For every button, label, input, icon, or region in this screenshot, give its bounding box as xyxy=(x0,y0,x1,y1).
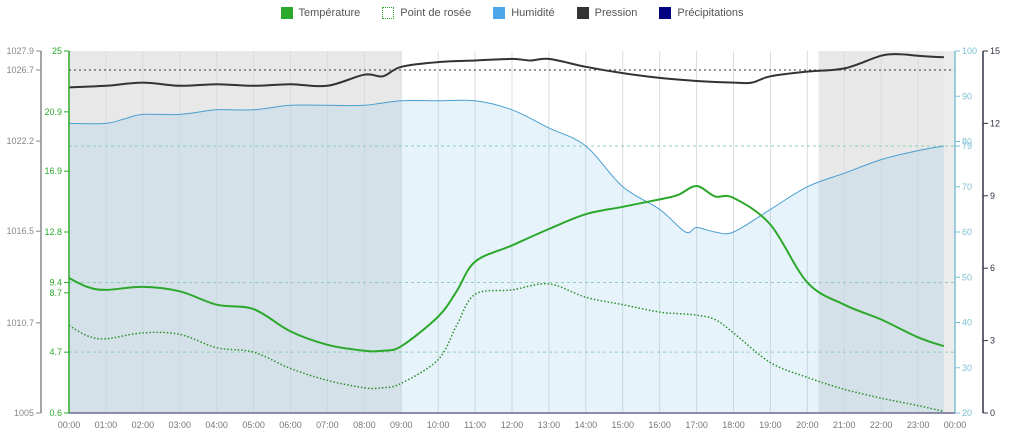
x-tick-label: 00:00 xyxy=(58,420,81,430)
x-tick-label: 09:00 xyxy=(390,420,413,430)
humidity-tick-label: 80 xyxy=(962,137,972,147)
pressure-tick-label: 1027.9 xyxy=(6,46,34,56)
x-tick-label: 19:00 xyxy=(759,420,782,430)
x-tick-label: 16:00 xyxy=(648,420,671,430)
humidity-line xyxy=(68,99,944,235)
x-tick-label: 04:00 xyxy=(205,420,228,430)
legend-item-precipitation[interactable]: Précipitations xyxy=(659,4,743,22)
x-tick-label: 22:00 xyxy=(870,420,893,430)
legend-item-pressure[interactable]: Pression xyxy=(576,4,638,22)
legend-label: Température xyxy=(298,7,361,19)
humidity-tick-label: 79 xyxy=(962,141,972,151)
humidity-area-fill xyxy=(69,100,944,414)
precipitation-tick-label: 9 xyxy=(990,191,995,201)
night-band xyxy=(943,51,955,413)
precipitation-tick-label: 3 xyxy=(990,336,995,346)
dew-point-line xyxy=(68,282,945,413)
x-tick-label: 10:00 xyxy=(427,420,450,430)
temperature-tick-label: 0.6 xyxy=(49,408,62,418)
legend-label: Point de rosée xyxy=(400,7,472,19)
x-tick-label: 20:00 xyxy=(796,420,819,430)
precipitation-tick-label: 12 xyxy=(990,118,1000,128)
x-tick-label: 17:00 xyxy=(685,420,708,430)
x-tick-label: 12:00 xyxy=(501,420,524,430)
pressure-line xyxy=(68,53,944,89)
temperature-tick-label: 4.7 xyxy=(49,347,62,357)
humidity-tick-label: 100 xyxy=(962,46,977,56)
humidity-swatch-icon xyxy=(493,7,506,19)
precipitation-tick-label: 0 xyxy=(990,408,995,418)
pressure-tick-label: 1026.7 xyxy=(6,65,34,75)
x-tick-label: 13:00 xyxy=(538,420,561,430)
humidity-tick-label: 30 xyxy=(962,363,972,373)
dew-point-swatch-icon xyxy=(382,7,395,19)
pressure-tick-label: 1016.5 xyxy=(6,226,34,236)
precipitation-swatch-icon xyxy=(659,7,672,19)
x-tick-label: 00:00 xyxy=(944,420,967,430)
humidity-tick-label: 20 xyxy=(962,408,972,418)
series xyxy=(68,53,945,414)
temperature-tick-label: 16.9 xyxy=(44,166,62,176)
legend-item-temperature[interactable]: Température xyxy=(280,4,361,22)
legend-item-dew-point[interactable]: Point de rosée xyxy=(382,4,471,22)
pressure-swatch-icon xyxy=(576,7,589,19)
legend-label: Humidité xyxy=(511,7,555,19)
legend-item-humidity[interactable]: Humidité xyxy=(493,4,555,22)
temperature-tick-label: 20.9 xyxy=(44,107,62,117)
precipitation-tick-label: 6 xyxy=(990,263,995,273)
x-tick-label: 18:00 xyxy=(722,420,745,430)
x-tick-label: 08:00 xyxy=(353,420,376,430)
legend: Température Point de rosée Humidité Pres… xyxy=(0,4,1024,22)
x-tick-label: 06:00 xyxy=(279,420,302,430)
legend-label: Pression xyxy=(594,7,638,19)
temperature-tick-label: 25 xyxy=(52,46,62,56)
x-tick-label: 03:00 xyxy=(168,420,191,430)
humidity-tick-label: 50 xyxy=(962,272,972,282)
axes: 1027.9 1026.7 1022.2 1016.5 1010.7 1005 25 20.9… xyxy=(6,46,1000,430)
x-tick-label: 01:00 xyxy=(95,420,118,430)
x-tick-label: 05:00 xyxy=(242,420,265,430)
temperature-swatch-icon xyxy=(280,7,293,19)
temperature-tick-label: 12.8 xyxy=(44,227,62,237)
legend-label: Précipitations xyxy=(677,7,744,19)
pressure-tick-label: 1022.2 xyxy=(6,136,34,146)
x-tick-label: 21:00 xyxy=(833,420,856,430)
temperature-tick-label: 8.7 xyxy=(49,288,62,298)
humidity-tick-label: 60 xyxy=(962,227,972,237)
x-tick-label: 07:00 xyxy=(316,420,339,430)
humidity-area xyxy=(69,100,944,414)
temperature-tick-label: 9.4 xyxy=(49,277,62,287)
precipitation-tick-label: 15 xyxy=(990,46,1000,56)
x-tick-label: 11:00 xyxy=(464,420,486,430)
x-tick-label: 14:00 xyxy=(575,420,598,430)
temperature-line xyxy=(68,184,945,353)
pressure-tick-label: 1005 xyxy=(14,408,34,418)
pressure-tick-label: 1010.7 xyxy=(6,318,34,328)
humidity-tick-label: 40 xyxy=(962,318,972,328)
x-tick-label: 02:00 xyxy=(132,420,155,430)
humidity-tick-label: 70 xyxy=(962,182,972,192)
humidity-tick-label: 90 xyxy=(962,91,972,101)
x-tick-label: 15:00 xyxy=(611,420,634,430)
x-tick-label: 23:00 xyxy=(907,420,930,430)
